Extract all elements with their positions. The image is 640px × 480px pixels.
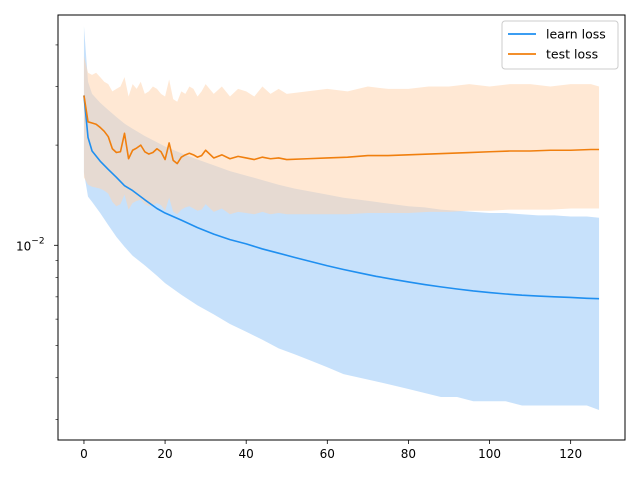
test-loss-band xyxy=(83,56,600,215)
uncertainty-bands xyxy=(83,26,600,410)
x-axis: 0 20 40 60 80 100 120 xyxy=(80,440,582,461)
series-lines xyxy=(83,95,600,300)
x-tick-label: 60 xyxy=(320,447,335,461)
y-tick-exponent: −2 xyxy=(31,236,44,246)
test-loss-line xyxy=(83,95,600,165)
y-tick-label: 10−2 xyxy=(16,236,45,253)
x-tick-label: 80 xyxy=(401,447,416,461)
plot-frame xyxy=(57,14,626,441)
legend-box xyxy=(501,20,619,70)
legend: learn loss test loss xyxy=(501,20,619,70)
x-tick-label: 120 xyxy=(559,447,582,461)
test-loss-legend-label: test loss xyxy=(546,47,598,62)
learn-loss-band xyxy=(83,26,600,410)
x-tick-label: 100 xyxy=(478,447,501,461)
x-tick-label: 0 xyxy=(80,447,88,461)
y-axis: 10−2 xyxy=(16,44,58,420)
learn-loss-legend-label: learn loss xyxy=(546,27,606,42)
x-tick-label: 40 xyxy=(239,447,254,461)
x-tick-label: 20 xyxy=(157,447,172,461)
learn-loss-line xyxy=(83,95,600,300)
